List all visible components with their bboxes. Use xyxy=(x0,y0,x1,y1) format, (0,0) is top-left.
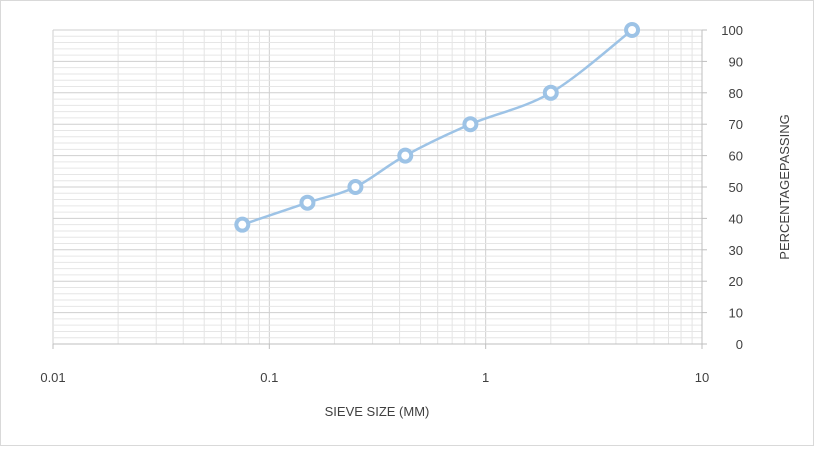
data-point xyxy=(542,84,559,101)
data-series xyxy=(234,22,641,233)
grid-lines xyxy=(52,29,703,345)
y-tick-label: 80 xyxy=(729,86,743,101)
x-tick-label: 0.1 xyxy=(260,370,278,385)
data-point xyxy=(624,22,641,38)
y-tick-label: 70 xyxy=(729,117,743,132)
data-point xyxy=(234,216,251,233)
y-tick-label: 90 xyxy=(729,54,743,69)
y-axis-title: PERCENTAGEPASSING xyxy=(777,114,792,259)
y-tick-labels: 0 10 20 30 40 50 60 70 80 90 100 xyxy=(721,23,743,352)
axes xyxy=(52,29,707,349)
y-tick-label: 40 xyxy=(729,211,743,226)
x-tick-labels: 0.01 0.1 1 10 xyxy=(40,370,709,385)
x-tick-label: 0.01 xyxy=(40,370,65,385)
data-point xyxy=(347,179,364,195)
data-point xyxy=(397,147,414,164)
y-tick-label: 20 xyxy=(729,274,743,289)
y-tick-label: 30 xyxy=(729,243,743,258)
y-tick-label: 0 xyxy=(736,337,743,352)
y-tick-label: 50 xyxy=(729,180,743,195)
y-tick-label: 60 xyxy=(729,149,743,164)
x-tick-label: 10 xyxy=(695,370,709,385)
data-point xyxy=(299,194,316,211)
data-point xyxy=(462,116,479,133)
y-tick-label: 100 xyxy=(721,23,743,38)
y-tick-label: 10 xyxy=(729,306,743,321)
x-tick-label: 1 xyxy=(482,370,489,385)
x-axis-title: SIEVE SIZE (MM) xyxy=(325,404,430,419)
